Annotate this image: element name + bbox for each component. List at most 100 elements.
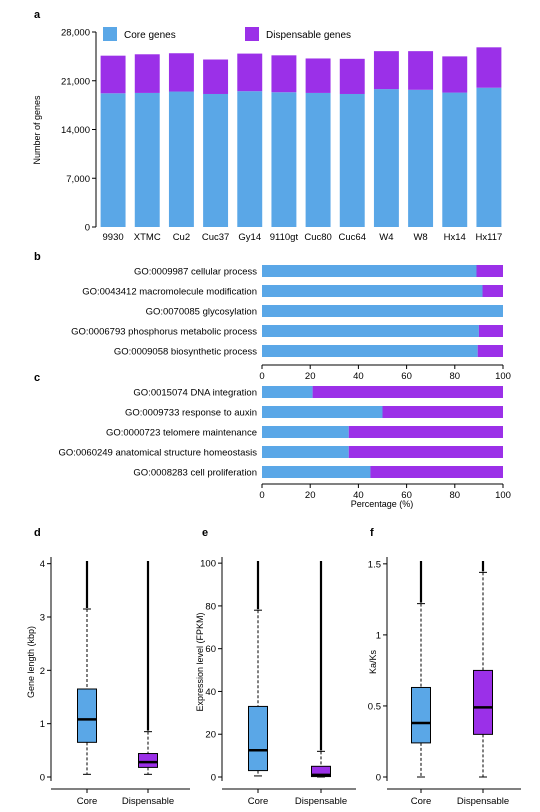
go-term-label: GO:0000723 telomere maintenance	[106, 428, 257, 439]
x-tick-label: Hx117	[476, 232, 503, 243]
panel-e-box-plot: Expression level (FPKM) 0 20 40 60 80 100 Core…	[195, 557, 356, 807]
x-tick-label: Core	[77, 796, 98, 807]
y-tick-label: 21,000	[61, 76, 90, 87]
bar-dispensable-4	[370, 466, 503, 478]
y-tick-label: 3	[40, 613, 45, 624]
x-tick-label: 80	[450, 371, 461, 382]
x-tick-label: Dispensable	[122, 796, 174, 807]
x-tick-label: Core	[248, 796, 269, 807]
panel-a-plot: 0 7,000 14,000 21,000 28,000 9930 XTMC Cu2 Cuc37…	[61, 28, 502, 244]
bar-dispensable-4	[477, 345, 503, 357]
x-tick-label: 100	[495, 371, 511, 382]
bar-core-1	[262, 285, 483, 297]
x-tick-label: Cu2	[173, 232, 190, 243]
y-tick-label: 28,000	[61, 28, 90, 39]
bar-core-4	[262, 466, 371, 478]
go-term-label: GO:0060249 anatomical structure homeosta…	[58, 448, 257, 459]
x-tick-label: 40	[353, 371, 364, 382]
bar-core-Cuc64	[339, 93, 365, 227]
bar-core-Cuc80	[305, 92, 331, 227]
legend-core: Core genes	[103, 27, 176, 41]
panel-d-box-plot: Gene length (kbp) 0 1 2 3 4 Core Dispensable	[26, 557, 190, 807]
panel-a-bar-chart: Core genes Dispensable genes Number of g…	[32, 27, 502, 243]
panel-b-plot: GO:0009987 cellular process GO:0043412 ma…	[71, 265, 511, 382]
bar-dispensable-Cuc64	[339, 58, 365, 94]
bar-core-Cu2	[168, 91, 194, 227]
bar-dispensable-0	[476, 265, 503, 277]
bar-core-4	[262, 345, 478, 357]
y-tick-label: 0	[40, 773, 45, 784]
y-tick-label: 1	[40, 719, 45, 730]
x-tick-label: Cuc80	[304, 232, 331, 243]
bar-dispensable-0	[312, 386, 503, 398]
box-Dispensable	[311, 765, 331, 778]
bar-core-0	[262, 386, 313, 398]
bar-dispensable-Hx14	[442, 56, 468, 93]
bar-dispensable-Gy14	[237, 53, 263, 92]
x-tick-label: 0	[259, 371, 264, 382]
bar-dispensable-3	[478, 325, 503, 337]
y-tick-label: 1	[376, 630, 381, 641]
y-tick-label: 2	[40, 666, 45, 677]
go-term-label: GO:0070085 glycosylation	[146, 307, 257, 318]
y-tick-label: 1.5	[368, 559, 381, 570]
y-tick-label: 40	[205, 687, 216, 698]
bar-dispensable-3	[348, 446, 503, 458]
x-tick-label: 100	[495, 490, 511, 501]
bar-core-3	[262, 446, 349, 458]
bar-core-W4	[373, 89, 399, 227]
bar-core-Hx117	[476, 87, 502, 227]
x-tick-label: 9930	[103, 232, 124, 243]
x-tick-label: 20	[305, 371, 316, 382]
bar-dispensable-XTMC	[134, 54, 160, 93]
x-tick-label: W4	[379, 232, 393, 243]
panel-label-e: e	[202, 527, 208, 539]
x-axis-title: Percentage (%)	[351, 499, 414, 509]
y-tick-label: 14,000	[61, 125, 90, 136]
go-term-label: GO:0015074 DNA integration	[133, 388, 257, 399]
bar-core-Gy14	[237, 91, 263, 227]
y-axis-title: Expression level (FPKM)	[195, 612, 205, 711]
box-Core	[248, 705, 268, 772]
x-tick-label: Cuc37	[202, 232, 229, 243]
bar-core-Hx14	[442, 92, 468, 227]
bar-dispensable-W8	[408, 51, 434, 90]
go-term-label: GO:0009987 cellular process	[134, 267, 257, 278]
y-tick-label: 100	[200, 559, 216, 570]
legend-label-dispensable: Dispensable genes	[266, 30, 351, 41]
bar-dispensable-1	[482, 285, 503, 297]
x-tick-label: Dispensable	[457, 796, 509, 807]
bar-core-W8	[408, 89, 434, 227]
panel-b-bar-chart: GO:0009987 cellular process GO:0043412 ma…	[71, 265, 511, 382]
panel-label-d: d	[34, 527, 41, 539]
y-tick-label: 0	[376, 773, 381, 784]
panel-c-bar-chart: GO:0015074 DNA integration GO:0009733 res…	[58, 386, 511, 509]
y-tick-label: 0	[85, 223, 90, 234]
box-Core	[77, 688, 97, 743]
x-tick-label: Core	[411, 796, 432, 807]
panel-label-b: b	[34, 251, 41, 263]
x-tick-label: W8	[413, 232, 427, 243]
bar-core-3	[262, 325, 479, 337]
x-tick-label: 20	[305, 490, 316, 501]
y-axis-title: Ka/Ks	[368, 649, 378, 674]
x-tick-label: Cuc64	[339, 232, 366, 243]
bar-dispensable-2	[348, 426, 503, 438]
x-tick-label: Gy14	[238, 232, 261, 243]
legend-swatch-dispensable	[245, 27, 259, 41]
x-tick-label: 0	[259, 490, 264, 501]
panel-label-a: a	[34, 9, 41, 21]
y-tick-label: 0	[211, 773, 216, 784]
bar-dispensable-Cuc80	[305, 58, 331, 93]
go-term-label: GO:0043412 macromolecule modification	[82, 287, 257, 298]
x-tick-label: 60	[401, 490, 412, 501]
panel-f-box-plot: Ka/Ks 0 0.5 1 1.5 Core Dispensable	[368, 557, 521, 807]
bar-dispensable-9110gt	[271, 55, 297, 93]
box-Dispensable	[138, 753, 158, 768]
bar-dispensable-Cuc37	[203, 59, 229, 94]
panel-c-plot: GO:0015074 DNA integration GO:0009733 res…	[58, 386, 511, 501]
bar-core-1	[262, 406, 383, 418]
legend-dispensable: Dispensable genes	[245, 27, 351, 41]
bar-core-Cuc37	[203, 93, 229, 227]
x-tick-label: 9110gt	[270, 232, 299, 243]
